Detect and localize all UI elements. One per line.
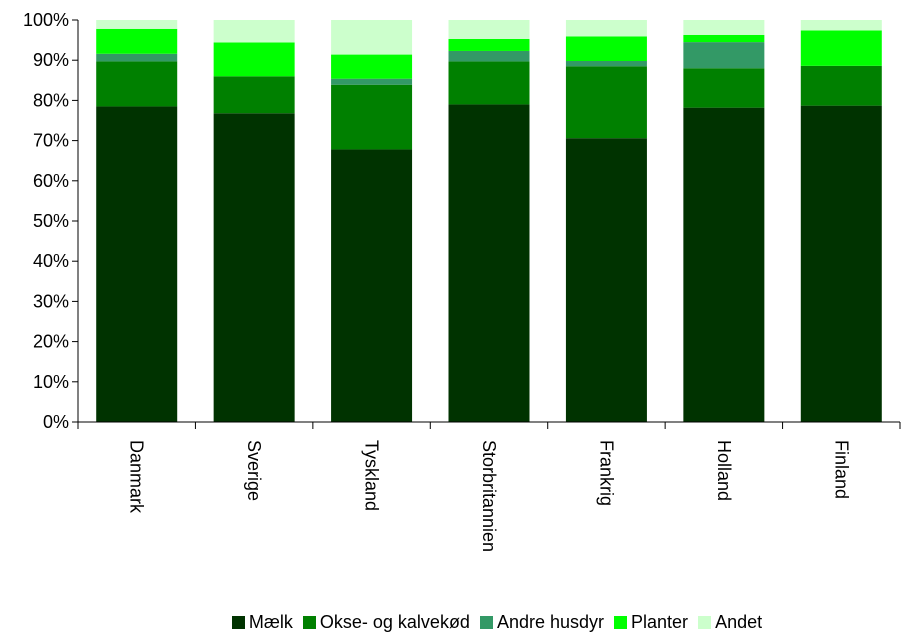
bar-segment-tyskland-2 xyxy=(331,78,413,85)
legend: Mælk Okse- og kalvekød Andre husdyr Planter… xyxy=(0,610,914,634)
legend-item: Andet xyxy=(698,612,762,633)
bar-segment-frankrig-4 xyxy=(565,20,647,37)
legend-item: Andre husdyr xyxy=(479,611,605,633)
legend-swatch xyxy=(231,615,245,629)
bar-segment-finland-4 xyxy=(800,20,882,31)
legend-swatch xyxy=(698,615,712,629)
legend-item: Planter xyxy=(614,612,688,633)
bar-segment-sverige-3 xyxy=(213,42,295,77)
axes-group xyxy=(72,19,901,429)
y-tick-label: 70% xyxy=(33,131,69,151)
legend-label: Planter xyxy=(631,611,689,632)
bar-segment-frankrig-2 xyxy=(565,61,647,67)
x-category-label: Holland xyxy=(714,440,734,501)
bar-segment-tyskland-4 xyxy=(331,20,413,55)
legend-swatch xyxy=(302,615,316,629)
bar-segment-frankrig-1 xyxy=(565,66,647,139)
x-category-label: Danmark xyxy=(127,440,147,514)
bar-segment-tyskland-0 xyxy=(331,149,413,422)
bar-segment-tyskland-3 xyxy=(331,54,413,79)
legend-label: Okse- og kalvekød xyxy=(319,611,470,632)
legend-swatch xyxy=(479,615,493,629)
bar-segment-danmark-0 xyxy=(96,106,178,423)
bar-segment-holland-0 xyxy=(683,107,765,422)
y-tick-label: 30% xyxy=(33,291,69,311)
y-tick-label: 40% xyxy=(33,251,69,271)
x-category-label: Sverige xyxy=(244,440,264,501)
x-category-label: Tyskland xyxy=(362,440,382,511)
y-tick-label: 0% xyxy=(43,412,69,432)
legend-swatch xyxy=(614,615,628,629)
y-tick-label: 80% xyxy=(33,90,69,110)
x-category-label: Storbritannien xyxy=(479,440,499,552)
bar-segment-storbritannien-1 xyxy=(448,61,530,105)
bar-segment-sverige-4 xyxy=(213,20,295,43)
x-axis-labels: Danmark Sverige Tyskland Storbritannien Fran… xyxy=(127,440,852,552)
bar-segment-holland-3 xyxy=(683,34,765,43)
stacked-bar-chart: 0% 10% 20% 30% 40% 50% 60% 70% 80% 90% 100% Danmar… xyxy=(23,10,901,552)
bar-segment-holland-2 xyxy=(683,42,765,69)
bar-segment-sverige-0 xyxy=(213,113,295,422)
bar-segment-finland-0 xyxy=(800,105,882,422)
bar-segment-danmark-2 xyxy=(96,53,178,62)
bars-group xyxy=(96,20,882,423)
legend-item: Okse- og kalvekød xyxy=(302,611,470,633)
y-tick-label: 90% xyxy=(33,50,69,70)
bar-segment-danmark-3 xyxy=(96,28,178,54)
x-category-label: Frankrig xyxy=(596,440,616,506)
bar-segment-finland-3 xyxy=(800,30,882,66)
bar-segment-storbritannien-0 xyxy=(448,104,530,423)
bar-segment-tyskland-1 xyxy=(331,84,413,150)
bar-segment-frankrig-0 xyxy=(565,138,647,422)
y-tick-label: 50% xyxy=(33,211,69,231)
bar-segment-holland-1 xyxy=(683,68,765,108)
x-category-label: Finland xyxy=(831,440,851,499)
bar-segment-storbritannien-2 xyxy=(448,50,530,62)
y-axis-ticks: 0% 10% 20% 30% 40% 50% 60% 70% 80% 90% 100% xyxy=(23,10,69,432)
bar-segment-holland-4 xyxy=(683,20,765,35)
bar-segment-sverige-1 xyxy=(213,76,295,114)
bar-segment-storbritannien-3 xyxy=(448,38,530,51)
y-tick-label: 100% xyxy=(23,10,69,30)
legend-item: Mælk xyxy=(231,611,293,633)
legend-label: Andre husdyr xyxy=(496,611,605,632)
bar-segment-frankrig-3 xyxy=(565,36,647,61)
bar-segment-finland-1 xyxy=(800,65,882,106)
y-tick-label: 20% xyxy=(33,332,69,352)
y-tick-label: 60% xyxy=(33,171,69,191)
legend-label: Mælk xyxy=(248,611,293,632)
bar-segment-storbritannien-4 xyxy=(448,20,530,39)
y-tick-label: 10% xyxy=(33,372,69,392)
legend-label: Andet xyxy=(715,611,763,632)
bar-segment-danmark-1 xyxy=(96,61,178,107)
bar-segment-danmark-4 xyxy=(96,20,178,29)
